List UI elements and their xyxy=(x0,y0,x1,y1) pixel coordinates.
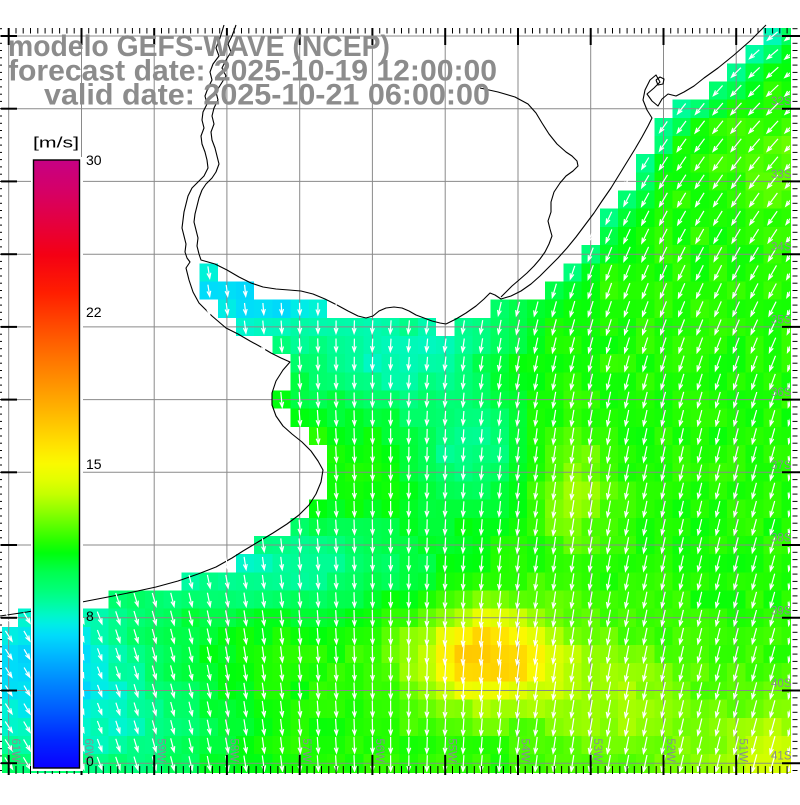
svg-text:22: 22 xyxy=(86,304,102,320)
svg-text:61W: 61W xyxy=(9,738,21,762)
svg-text:56W: 56W xyxy=(373,738,385,762)
svg-text:15: 15 xyxy=(86,456,102,472)
svg-text:34S: 34S xyxy=(771,242,792,254)
svg-text:39S: 39S xyxy=(771,605,792,617)
svg-text:[m/s]: [m/s] xyxy=(33,135,79,152)
svg-text:41S: 41S xyxy=(771,751,792,763)
svg-text:36S: 36S xyxy=(771,387,792,399)
svg-text:55W: 55W xyxy=(446,738,458,762)
svg-text:54W: 54W xyxy=(519,738,531,762)
svg-text:57W: 57W xyxy=(300,738,312,762)
svg-text:58W: 58W xyxy=(227,738,239,762)
svg-text:forecast date: 2025-10-19 12:0: forecast date: 2025-10-19 12:00:00 xyxy=(8,55,497,88)
svg-text:53W: 53W xyxy=(591,738,603,762)
svg-text:33S: 33S xyxy=(771,169,792,181)
svg-text:52W: 52W xyxy=(664,738,676,762)
svg-text:51W: 51W xyxy=(737,738,749,762)
svg-text:38S: 38S xyxy=(771,533,792,545)
svg-text:0: 0 xyxy=(86,753,94,769)
svg-text:32S: 32S xyxy=(771,96,792,108)
svg-text:37S: 37S xyxy=(771,460,792,472)
svg-text:35S: 35S xyxy=(771,314,792,326)
svg-text:30: 30 xyxy=(86,152,102,168)
svg-text:valid date: 2025-10-21 06:00:0: valid date: 2025-10-21 06:00:00 xyxy=(44,79,490,112)
svg-text:modelo GEFS-WAVE (NCEP): modelo GEFS-WAVE (NCEP) xyxy=(8,30,390,63)
svg-text:8: 8 xyxy=(86,608,94,624)
svg-text:40S: 40S xyxy=(771,678,792,690)
svg-text:60W: 60W xyxy=(82,738,94,762)
svg-text:59W: 59W xyxy=(155,738,167,762)
